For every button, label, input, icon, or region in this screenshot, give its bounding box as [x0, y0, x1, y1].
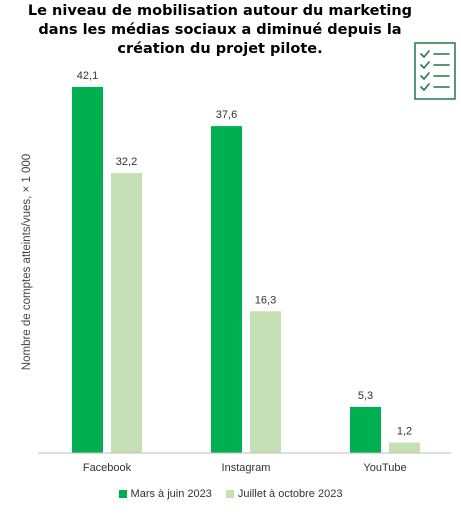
legend-swatch-series-2 — [225, 490, 234, 498]
data-label-instagram-series-1: 37,6 — [216, 109, 237, 121]
chart-title: Le niveau de mobilisation autour du mark… — [27, 3, 413, 57]
legend-item-series-1: Mars à juin 2023 — [118, 488, 212, 500]
data-label-facebook-series-1: 42,1 — [77, 70, 98, 82]
bar-instagram-series-2 — [250, 311, 281, 453]
legend-swatch-series-1 — [118, 490, 127, 498]
bar-facebook-series-2 — [111, 173, 142, 453]
x-tick-label-youtube: YouTube — [363, 462, 406, 474]
data-label-instagram-series-2: 16,3 — [255, 294, 276, 306]
checklist-icon — [414, 42, 456, 100]
bar-youtube-series-1 — [350, 406, 381, 453]
bar-instagram-series-1 — [211, 126, 242, 453]
legend-label-series-1: Mars à juin 2023 — [130, 488, 212, 500]
legend: Mars à juin 2023 Juillet à octobre 2023 — [0, 488, 461, 500]
data-label-youtube-series-1: 5,3 — [358, 390, 373, 402]
bar-facebook-series-1 — [72, 87, 103, 453]
legend-label-series-2: Juillet à octobre 2023 — [237, 488, 343, 500]
legend-item-series-2: Juillet à octobre 2023 — [225, 488, 343, 500]
y-axis-label: Nombre de comptes atteints/vues, × 1 000 — [21, 153, 33, 371]
data-label-youtube-series-2: 1,2 — [397, 426, 412, 438]
x-tick-label-instagram: Instagram — [222, 462, 271, 474]
data-label-facebook-series-2: 32,2 — [116, 156, 137, 168]
bar-youtube-series-2 — [389, 442, 420, 453]
x-tick-label-facebook: Facebook — [83, 462, 132, 474]
